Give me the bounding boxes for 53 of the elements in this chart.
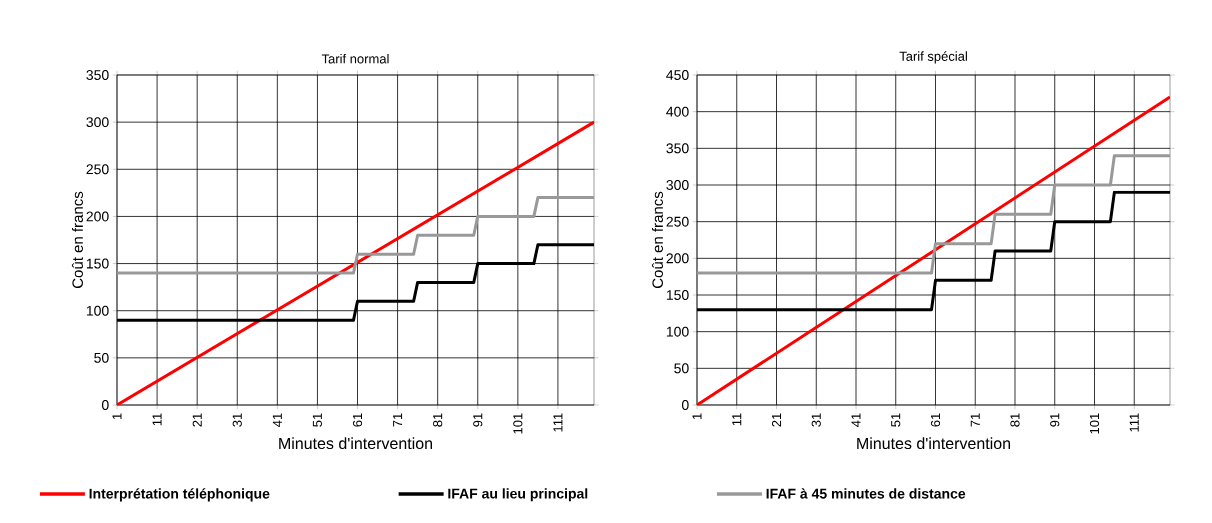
legend-label: IFAF à 45 minutes de distance (766, 488, 966, 499)
y-tick-label: 150 (86, 258, 109, 269)
x-tick-label: 31 (232, 413, 242, 427)
y-tick-label: 350 (86, 70, 109, 80)
y-tick-label: 250 (666, 216, 689, 227)
y-tick-label: 450 (666, 70, 689, 80)
y-tick-label: 0 (101, 400, 109, 410)
x-tick-label: 81 (1010, 413, 1020, 427)
x-tick-label: 51 (891, 413, 901, 427)
y-tick-label: 300 (86, 117, 109, 128)
y-tick-label: 350 (666, 143, 689, 154)
x-tick-label: 61 (930, 413, 941, 427)
y-tick-label: 150 (666, 290, 689, 300)
legend-label: Interprétation téléphonique (89, 488, 270, 502)
line-series (697, 154, 1171, 275)
x-tick-label: 81 (433, 413, 443, 427)
y-tick-label: 100 (666, 326, 689, 337)
x-tick-label: 41 (851, 413, 861, 427)
y-tick-label: 50 (674, 363, 689, 374)
y-tick-label: 250 (86, 164, 109, 175)
x-tick-label: 111 (1129, 413, 1139, 432)
y-tick-label: 0 (681, 400, 689, 410)
x-tick-label: 61 (352, 413, 363, 427)
y-tick-label: 400 (666, 106, 689, 117)
x-tick-label: 11 (732, 413, 742, 426)
x-tick-label: 71 (970, 413, 980, 427)
x-tick-label: 91 (473, 413, 483, 427)
x-tick-label: 31 (811, 413, 821, 427)
x-tick-label: 41 (272, 413, 282, 427)
y-tick-label: 200 (86, 211, 109, 222)
x-tick-label: 21 (192, 413, 202, 427)
x-tick-label: 11 (152, 413, 162, 426)
line-series (117, 196, 595, 275)
y-tick-label: 200 (666, 253, 689, 264)
y-axis-title: Coût en francs (71, 191, 83, 289)
y-tick-label: 300 (666, 180, 689, 190)
y-tick-label: 100 (86, 305, 109, 316)
x-tick-label: 1 (692, 413, 702, 420)
y-axis-title: Coût en francs (651, 191, 663, 289)
x-tick-label: 51 (312, 413, 322, 427)
y-tick-label: 50 (94, 352, 109, 363)
x-tick-label: 111 (553, 413, 563, 432)
x-tick-label: 91 (1050, 413, 1060, 427)
x-axis-title: Minutes d'intervention (279, 437, 432, 450)
x-tick-label: 21 (771, 413, 782, 427)
legend-label: IFAF au lieu principal (448, 488, 588, 502)
chart-title: Tarif normal (321, 53, 389, 64)
x-tick-label: 1 (112, 413, 122, 420)
x-tick-label: 101 (1089, 413, 1100, 434)
x-axis-title: Minutes d'intervention (857, 437, 1010, 450)
x-tick-label: 101 (513, 413, 523, 434)
x-tick-label: 71 (393, 413, 403, 427)
chart-title: Tarif spécial (899, 51, 967, 64)
